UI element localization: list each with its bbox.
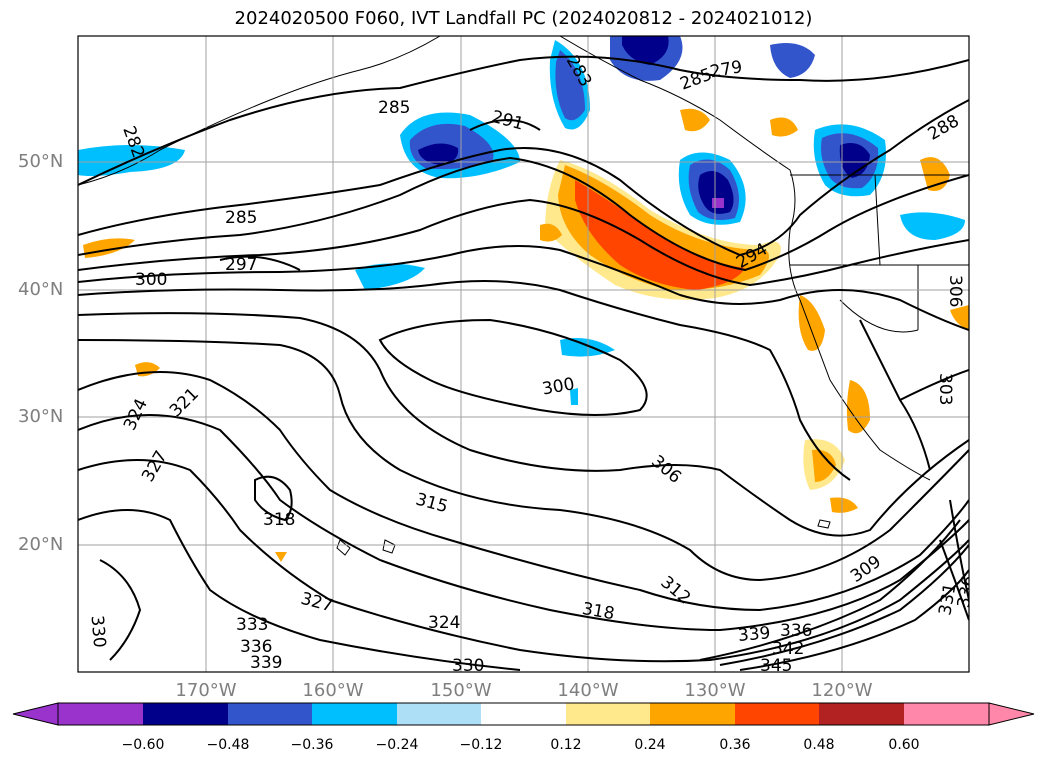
colorbar-tick: 0.60 [888, 737, 920, 753]
colorbar-tick: −0.36 [290, 737, 334, 753]
contour-label: 342 [772, 639, 804, 659]
lon-label: 150°W [430, 680, 492, 701]
height-contours [78, 55, 969, 671]
colorbar-tick: 0.12 [550, 737, 582, 753]
lat-label: 20°N [18, 534, 64, 555]
colorbar-low-extend [12, 702, 59, 726]
colorbar-high-extend [988, 702, 1035, 726]
contour-label: 297 [225, 255, 257, 275]
contour-label: 336 [780, 621, 812, 641]
lat-label: 40°N [18, 279, 64, 300]
colorbar-tick: −0.48 [206, 737, 250, 753]
lon-label: 160°W [302, 680, 364, 701]
colorbar-bin [819, 703, 904, 725]
colorbar-tick: 0.48 [803, 737, 835, 753]
lon-label: 130°W [684, 680, 746, 701]
colorbar-tick: −0.24 [375, 737, 419, 753]
contour-label: 300 [135, 270, 167, 290]
contour-label: 336 [954, 574, 979, 609]
map-title: 2024020500 F060, IVT Landfall PC (202402… [234, 8, 813, 29]
lat-label: 30°N [18, 406, 64, 427]
colorbar-bin [228, 703, 312, 725]
colorbar-tick: 0.36 [719, 737, 751, 753]
colorbar-bin [143, 703, 228, 725]
colorbar-bin [397, 703, 481, 725]
contour-label: 330 [452, 656, 484, 676]
colorbar-tick: −0.12 [459, 737, 503, 753]
contour-label: 330 [86, 615, 109, 649]
contour-label: 303 [935, 373, 955, 405]
contour-label: 285 [225, 208, 257, 228]
contour-label: 306 [945, 275, 965, 307]
lon-label: 140°W [557, 680, 619, 701]
gridlines [78, 36, 969, 672]
contour-label: 318 [263, 510, 295, 530]
colorbar-bin [481, 703, 566, 725]
colorbar-bin [566, 703, 650, 725]
contour-label: 333 [236, 615, 268, 635]
lon-label: 120°W [811, 680, 873, 701]
colorbar-bin [58, 703, 143, 725]
contour-label: 339 [737, 623, 771, 646]
colorbar-bin [904, 703, 989, 725]
shaded-field-negative [78, 36, 965, 405]
colorbar-tick: −0.60 [121, 737, 165, 753]
contour-label: 345 [760, 656, 792, 676]
colorbar-bin [735, 703, 819, 725]
contour-label: 324 [428, 613, 460, 633]
contour-label: 285 [378, 98, 410, 118]
coastlines [78, 36, 969, 556]
lon-label: 170°W [175, 680, 237, 701]
colorbar-bin [312, 703, 397, 725]
map-frame [77, 35, 970, 673]
colorbar-bin [650, 703, 735, 725]
contour-label: 339 [250, 653, 282, 673]
colorbar [12, 702, 1035, 726]
colorbar-tick: 0.24 [634, 737, 666, 753]
contour-label: 336 [240, 637, 272, 657]
lat-label: 50°N [18, 151, 64, 172]
